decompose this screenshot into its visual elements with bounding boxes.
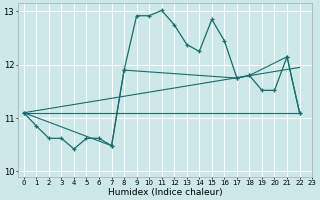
X-axis label: Humidex (Indice chaleur): Humidex (Indice chaleur) [108, 188, 222, 197]
